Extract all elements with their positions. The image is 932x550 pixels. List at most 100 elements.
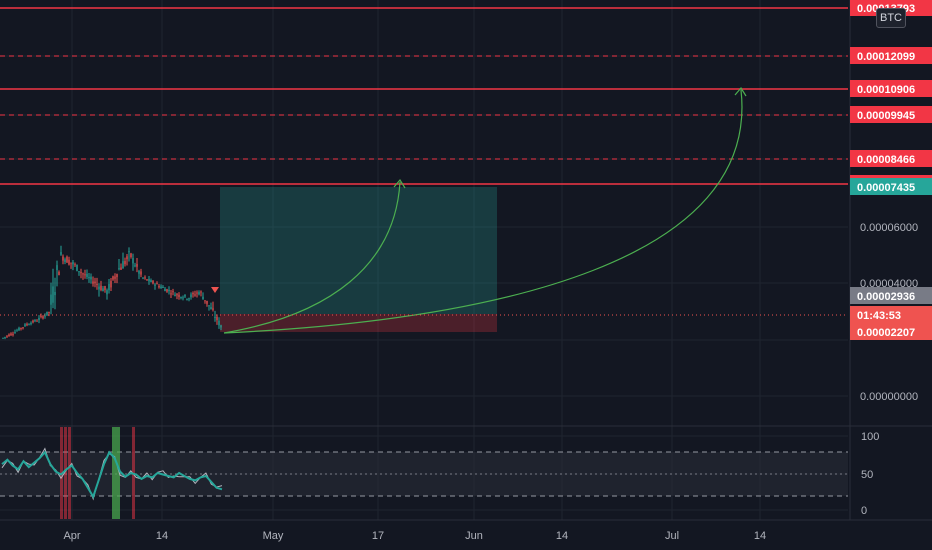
- time-tick-label: Apr: [63, 530, 80, 542]
- candle-body: [218, 320, 220, 326]
- candle-body: [12, 333, 14, 335]
- target-price-tag-bg[interactable]: [850, 178, 932, 195]
- candle-body: [116, 274, 118, 278]
- candle-body: [190, 294, 192, 298]
- arrow-to-target-2[interactable]: [223, 89, 743, 334]
- candle-body: [146, 279, 148, 281]
- stop-price-tag-bg[interactable]: [850, 323, 932, 340]
- rsi-signal-bar: [68, 427, 71, 519]
- candle-body: [112, 276, 114, 280]
- candle-body: [220, 325, 222, 328]
- candle-body: [120, 267, 122, 270]
- candle-body: [64, 259, 66, 262]
- time-tick-label: 17: [372, 530, 384, 542]
- candle-body: [8, 334, 10, 337]
- candle-body: [16, 330, 18, 332]
- candle-body: [204, 300, 206, 302]
- candle-body: [198, 292, 200, 295]
- rsi-line: [1, 450, 223, 500]
- down-marker-icon: [211, 287, 219, 293]
- target-zone[interactable]: [220, 187, 497, 314]
- candle-body: [140, 271, 142, 275]
- price-line-tag-bg[interactable]: [850, 47, 932, 64]
- candle-body: [156, 283, 158, 285]
- symbol-badge[interactable]: BTC: [876, 8, 906, 28]
- candle-body: [34, 320, 36, 322]
- candle-body: [196, 292, 198, 294]
- stop-price-tag[interactable]: 0.00002207: [857, 327, 915, 339]
- time-tick-label: 14: [156, 530, 168, 542]
- resistance-lines: [0, 7, 848, 185]
- candle-body: [2, 337, 4, 339]
- candle-body: [180, 296, 182, 299]
- candle-body: [78, 271, 80, 273]
- candle-body: [114, 276, 116, 279]
- price-line-tag-bg[interactable]: [850, 80, 932, 97]
- candle-body: [70, 262, 72, 264]
- candle-body: [206, 300, 208, 304]
- entry-price-tag[interactable]: 0.00002936: [857, 291, 915, 303]
- countdown-tag[interactable]: 01:43:53: [857, 310, 901, 322]
- price-line-tag[interactable]: 0.00010906: [857, 84, 915, 96]
- candle-body: [90, 276, 92, 280]
- candle-body: [162, 287, 164, 289]
- candle-body: [14, 332, 16, 334]
- candle-body: [164, 288, 166, 292]
- candle-body: [86, 273, 88, 277]
- time-tick-label: Jul: [665, 530, 679, 542]
- price-tick-label: 0.00000000: [860, 391, 918, 403]
- time-tick-label: 14: [556, 530, 568, 542]
- price-line-tag[interactable]: 0.00012099: [857, 51, 915, 63]
- candle-body: [118, 268, 120, 270]
- candle-body: [174, 294, 176, 297]
- candle-body: [60, 252, 62, 255]
- time-axis[interactable]: Apr 14 May 17 Jun 14 Jul 14: [0, 519, 932, 542]
- candle-body: [72, 262, 74, 265]
- time-tick-label: 14: [754, 530, 766, 542]
- candle-body: [62, 256, 64, 261]
- candle-body: [182, 297, 184, 299]
- candle-body: [74, 264, 76, 266]
- candle-body: [168, 289, 170, 292]
- entry-price-tag-bg[interactable]: [850, 287, 932, 304]
- target-price-tag[interactable]: 0.00007435: [857, 182, 915, 194]
- candle-body: [68, 259, 70, 265]
- countdown-tag-bg[interactable]: [850, 306, 932, 323]
- price-tick-label: 0.00006000: [860, 222, 918, 234]
- candle-body: [36, 320, 38, 322]
- candle-body: [134, 265, 136, 267]
- price-line-tag[interactable]: 0.00008466: [857, 154, 915, 166]
- price-line-tag-bg[interactable]: [850, 106, 932, 123]
- candle-body: [40, 316, 42, 318]
- candle-body: [108, 283, 110, 291]
- candle-body: [200, 291, 202, 293]
- candle-body: [130, 253, 132, 258]
- long-position-tool[interactable]: [220, 187, 497, 332]
- price-axis[interactable]: 0.000060000.000040000.000000000.00013793…: [849, 0, 932, 520]
- candle-body: [4, 336, 6, 338]
- candle-body: [82, 273, 84, 275]
- candle-body: [158, 285, 160, 288]
- candle-body: [50, 294, 52, 305]
- candle-body: [58, 271, 60, 276]
- candle-body: [80, 272, 82, 274]
- candle-body: [44, 315, 46, 317]
- candle-body: [42, 316, 44, 319]
- arrow-to-target-1[interactable]: [223, 181, 401, 334]
- candle-body: [104, 286, 106, 290]
- candle-body: [126, 256, 128, 260]
- price-line-tag-bg[interactable]: [850, 150, 932, 167]
- candle-body: [100, 285, 102, 291]
- price-line-tag[interactable]: 0.00009945: [857, 110, 915, 122]
- candle-body: [150, 280, 152, 283]
- projection-arrows[interactable]: [223, 86, 747, 334]
- candle-body: [154, 284, 156, 286]
- candle-body: [94, 281, 96, 284]
- candle-body: [184, 294, 186, 297]
- candle-body: [24, 324, 26, 327]
- candle-body: [52, 286, 54, 303]
- candle-body: [76, 264, 78, 271]
- candle-body: [22, 327, 24, 329]
- candle-body: [148, 278, 150, 282]
